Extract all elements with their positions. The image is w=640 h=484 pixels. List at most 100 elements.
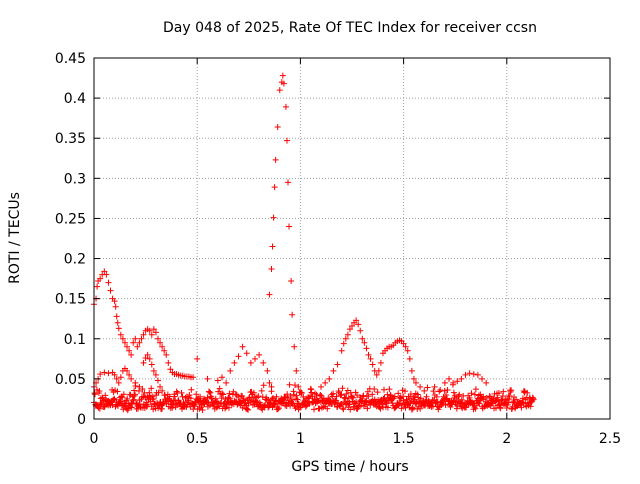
data-point bbox=[101, 268, 108, 275]
data-point bbox=[117, 374, 124, 381]
data-point bbox=[113, 313, 120, 320]
data-point bbox=[364, 405, 371, 412]
data-point bbox=[458, 375, 465, 382]
data-point bbox=[136, 339, 143, 346]
data-point bbox=[119, 394, 126, 401]
data-point bbox=[204, 394, 211, 401]
y-tick-label: 0.35 bbox=[55, 131, 86, 147]
data-point bbox=[506, 392, 513, 399]
data-point bbox=[486, 401, 493, 408]
data-point bbox=[466, 394, 473, 401]
data-point bbox=[293, 367, 300, 374]
data-point bbox=[276, 87, 283, 94]
data-point bbox=[338, 347, 345, 354]
data-point bbox=[483, 395, 490, 402]
data-point bbox=[152, 329, 159, 336]
data-point bbox=[436, 388, 443, 395]
data-point bbox=[282, 103, 289, 110]
x-axis-label: GPS time / hours bbox=[291, 459, 408, 475]
data-point bbox=[330, 367, 337, 374]
y-tick-label: 0.3 bbox=[64, 171, 86, 187]
data-point bbox=[441, 379, 448, 386]
y-tick-label: 0.25 bbox=[55, 211, 86, 227]
data-point bbox=[466, 370, 473, 377]
data-point bbox=[107, 287, 114, 294]
data-point bbox=[386, 386, 393, 393]
data-point bbox=[218, 374, 225, 381]
data-point bbox=[206, 388, 213, 395]
data-point bbox=[472, 386, 479, 393]
data-point bbox=[194, 355, 201, 362]
data-point bbox=[337, 392, 344, 399]
data-point bbox=[161, 347, 168, 354]
y-tick-label: 0.4 bbox=[64, 91, 86, 107]
data-point bbox=[367, 355, 374, 362]
data-point bbox=[374, 389, 381, 396]
data-point bbox=[417, 383, 424, 390]
data-point bbox=[120, 391, 127, 398]
data-point bbox=[204, 375, 211, 382]
data-point bbox=[150, 395, 157, 402]
data-point bbox=[105, 279, 112, 286]
data-point bbox=[280, 80, 287, 87]
data-point bbox=[339, 385, 346, 392]
data-point bbox=[274, 123, 281, 130]
data-point bbox=[326, 375, 333, 382]
data-point bbox=[250, 389, 257, 396]
data-point bbox=[283, 137, 290, 144]
data-point bbox=[91, 391, 98, 398]
y-tick-label: 0.2 bbox=[64, 252, 86, 268]
data-point bbox=[274, 406, 281, 413]
data-point bbox=[371, 385, 378, 392]
data-point bbox=[136, 383, 143, 390]
data-point bbox=[357, 327, 364, 334]
data-point bbox=[458, 396, 465, 403]
data-point bbox=[159, 387, 166, 394]
data-point bbox=[335, 399, 342, 406]
data-point bbox=[269, 396, 276, 403]
data-point bbox=[266, 379, 273, 386]
data-point bbox=[349, 322, 355, 329]
data-point bbox=[322, 379, 329, 386]
chart-title: Day 048 of 2025, Rate Of TEC Index for r… bbox=[163, 20, 537, 36]
data-point bbox=[260, 359, 267, 366]
data-point bbox=[114, 319, 121, 326]
data-point bbox=[167, 366, 174, 373]
data-point bbox=[363, 345, 370, 352]
data-point bbox=[408, 367, 415, 374]
data-point bbox=[97, 371, 104, 378]
data-point bbox=[295, 401, 302, 408]
data-point bbox=[265, 397, 272, 404]
data-point bbox=[130, 396, 137, 403]
data-point bbox=[112, 303, 119, 310]
data-point bbox=[441, 387, 448, 394]
x-tick-label: 0 bbox=[90, 431, 99, 447]
data-point bbox=[508, 387, 515, 394]
data-point bbox=[272, 156, 279, 163]
data-point bbox=[132, 379, 139, 386]
data-point bbox=[330, 390, 337, 397]
data-point bbox=[251, 355, 258, 362]
data-point bbox=[268, 383, 275, 390]
data-point bbox=[235, 393, 242, 400]
data-point bbox=[266, 291, 273, 298]
data-point bbox=[94, 283, 101, 290]
data-point bbox=[456, 391, 463, 398]
data-point bbox=[444, 386, 451, 393]
data-point bbox=[255, 393, 262, 400]
data-point bbox=[312, 390, 319, 397]
data-point bbox=[260, 382, 267, 389]
data-point bbox=[421, 387, 428, 394]
data-point bbox=[365, 393, 372, 400]
data-point bbox=[235, 353, 242, 360]
data-point bbox=[288, 278, 295, 285]
data-point bbox=[430, 388, 437, 395]
data-point bbox=[500, 388, 507, 395]
data-point bbox=[269, 243, 276, 250]
data-point bbox=[119, 335, 126, 342]
data-point bbox=[159, 343, 166, 350]
data-point bbox=[231, 359, 238, 366]
data-point bbox=[134, 343, 141, 350]
data-point bbox=[530, 396, 537, 403]
